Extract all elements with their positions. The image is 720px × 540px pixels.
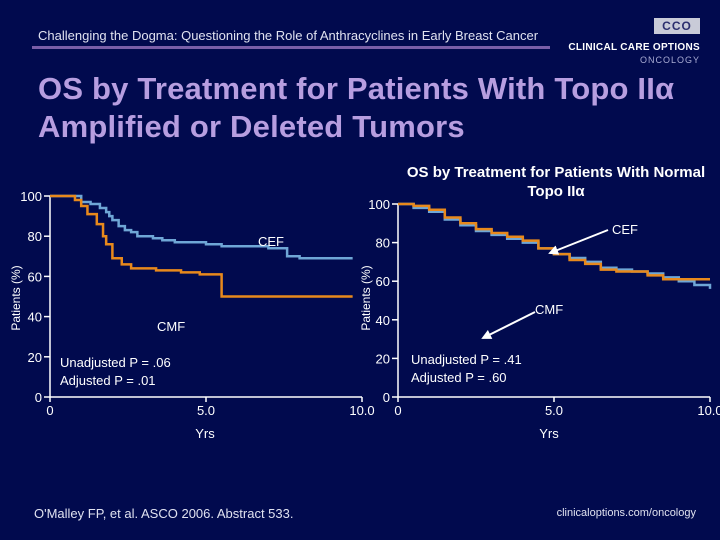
chart-1-x-tick-label: 10.0 [349, 403, 374, 418]
citation: O'Malley FP, et al. ASCO 2006. Abstract … [34, 506, 294, 521]
chart-1-series-cmf-line [50, 194, 353, 298]
chart-2-y-tick-label: 40 [376, 313, 390, 328]
chart-2-y-tick-label: 0 [383, 390, 390, 405]
chart-1-x-axis-label: Yrs [195, 426, 215, 441]
chart-2-x-tick-label: 10.0 [697, 403, 720, 418]
chart-1-series-cef-line [50, 194, 353, 260]
chart-1: 0 20 40 60 80 100 0 5.0 10.0 Patients (%) Yrs CE… [9, 189, 375, 441]
chart-2-x-tick-label: 5.0 [545, 403, 563, 418]
chart-2-y-tick-label: 60 [376, 274, 390, 289]
chart-2-y-axis-label: Patients (%) [359, 265, 373, 330]
chart-2-stats-line-2: Adjusted P = .60 [411, 370, 507, 385]
chart-1-x-tick-label: 5.0 [197, 403, 215, 418]
chart-2-y-tick-label: 80 [376, 236, 390, 251]
chart-2-cef-arrow [548, 229, 609, 255]
chart-1-y-tick-label: 100 [20, 189, 42, 204]
chart-1-stats-line-1: Unadjusted P = .06 [60, 355, 171, 370]
chart-2-series-cmf-line [398, 202, 710, 281]
chart-1-y-axis-label: Patients (%) [9, 265, 23, 330]
logo-line-2: ONCOLOGY [639, 55, 700, 65]
chart-1-y-tick-label: 60 [28, 269, 42, 284]
header-divider [32, 46, 550, 49]
logo-box: CCO [654, 18, 700, 34]
chart-2-cef-label: CEF [612, 222, 638, 237]
chart-2-cmf-arrow [481, 311, 536, 339]
chart-2-x-tick-label: 0 [394, 403, 401, 418]
source-url: clinicaloptions.com/oncology [556, 507, 696, 519]
cco-logo: CCO CLINICAL CARE OPTIONS ONCOLOGY [568, 18, 700, 66]
chart-1-x-tick-label: 0 [46, 403, 53, 418]
chart-1-y-tick-label: 80 [28, 229, 42, 244]
chart-2-y-tick-label: 20 [376, 351, 390, 366]
chart-2-y-tick-label: 100 [368, 197, 390, 212]
chart-1-y-tick-label: 20 [28, 350, 42, 365]
chart-2-title: OS by Treatment for Patients With Normal… [406, 164, 706, 200]
chart-1-cmf-label: CMF [157, 319, 185, 334]
logo-line-1: CLINICAL CARE OPTIONS [568, 42, 700, 53]
chart-1-y-tick-label: 0 [35, 390, 42, 405]
chart-2-x-axis-label: Yrs [539, 426, 559, 441]
chart-2-cmf-label: CMF [535, 302, 563, 317]
slide-header-title: Challenging the Dogma: Questioning the R… [38, 28, 539, 43]
chart-1-stats-line-2: Adjusted P = .01 [60, 373, 156, 388]
chart-2: 0 20 40 60 80 100 0 5.0 10.0 Patients (%) Yrs CE… [359, 197, 720, 441]
chart-1-cef-label: CEF [258, 234, 284, 249]
main-title: OS by Treatment for Patients With Topo I… [38, 71, 675, 144]
chart-1-y-tick-label: 40 [28, 310, 42, 325]
chart-2-stats-line-1: Unadjusted P = .41 [411, 352, 522, 367]
